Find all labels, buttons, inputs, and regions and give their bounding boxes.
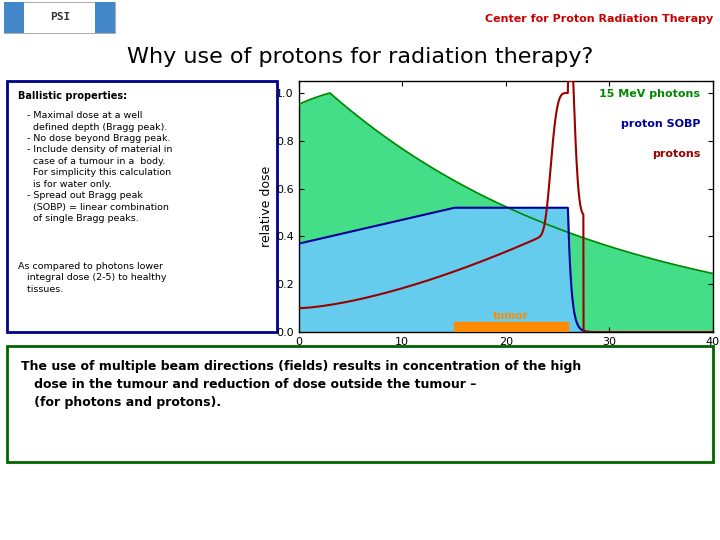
X-axis label: depth  [cm]: depth [cm]: [469, 350, 542, 363]
Text: Why use of protons for radiation therapy?: Why use of protons for radiation therapy…: [127, 46, 593, 67]
Text: PSI: PSI: [50, 12, 70, 22]
Text: As compared to photons lower
   integral dose (2-5) to healthy
   tissues.: As compared to photons lower integral do…: [18, 262, 166, 294]
Text: Ballistic properties:: Ballistic properties:: [18, 91, 127, 101]
Text: 15 MeV photons: 15 MeV photons: [599, 89, 701, 98]
Bar: [4, 3, 115, 33]
Bar: [95, 3, 115, 33]
Text: proton SOBP: proton SOBP: [621, 119, 701, 129]
Bar: [4, 3, 24, 33]
Text: 4: 4: [691, 509, 698, 522]
Text: Center for Proton Radiation Therapy: Center for Proton Radiation Therapy: [485, 14, 713, 24]
Text: 02.06.2009: 02.06.2009: [14, 509, 89, 522]
Text: - Maximal dose at a well
     defined depth (Bragg peak).
   - No dose beyond Br: - Maximal dose at a well defined depth (…: [18, 111, 172, 223]
Y-axis label: relative dose: relative dose: [261, 166, 274, 247]
Bar: [454, 322, 568, 332]
Text: The use of multiple beam directions (fields) results in concentration of the hig: The use of multiple beam directions (fie…: [22, 360, 582, 409]
Text: Silvan Zenklusen, PSI/ETHZ: Silvan Zenklusen, PSI/ETHZ: [263, 509, 457, 522]
Text: tumor: tumor: [493, 312, 528, 321]
Text: protons: protons: [652, 149, 701, 159]
